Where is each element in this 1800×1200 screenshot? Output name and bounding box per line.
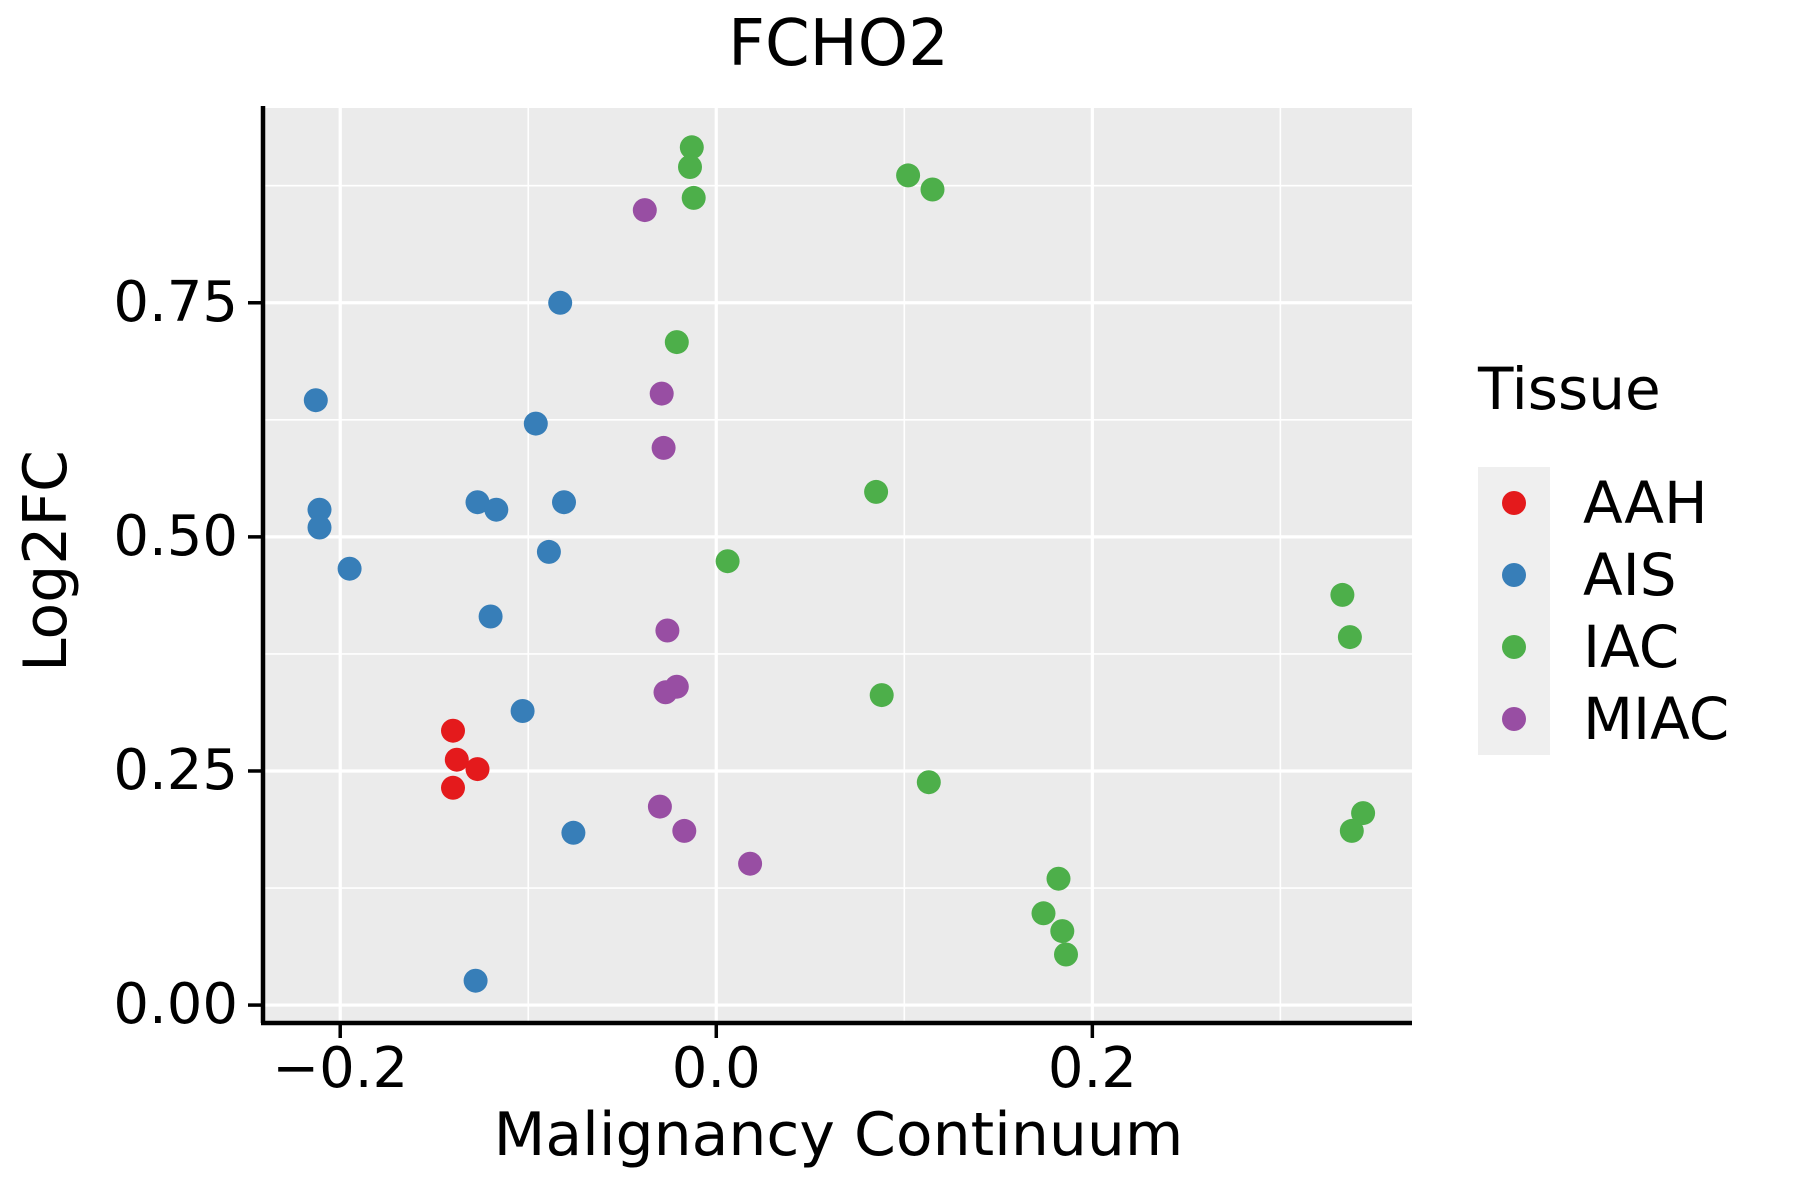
y-tick-label: 0.25 [113, 737, 238, 803]
data-point-IAC [920, 177, 945, 202]
data-point-MIAC [672, 818, 697, 843]
data-point-AAH [441, 718, 465, 743]
data-point-IAC [1330, 582, 1355, 607]
data-point-IAC [1339, 818, 1364, 843]
data-point-AIS [536, 539, 561, 564]
y-axis-title-text: Log2FC [11, 450, 81, 672]
data-point-AIS [307, 515, 332, 540]
legend-title: Tissue [1478, 355, 1661, 423]
data-point-MIAC [632, 198, 657, 223]
legend-dot-icon [1502, 635, 1526, 659]
data-point-IAC [664, 330, 689, 355]
legend-dot-icon [1502, 707, 1526, 731]
x-tick-label: 0.2 [1047, 1036, 1137, 1101]
data-point-MIAC [651, 435, 676, 460]
data-point-IAC [678, 155, 702, 179]
legend-key [1478, 611, 1550, 683]
data-point-AIS [510, 699, 535, 723]
data-point-AIS [548, 290, 573, 315]
data-point-AIS [561, 820, 586, 845]
legend-label: MIAC [1583, 685, 1730, 753]
legend-dot-icon [1502, 563, 1526, 587]
data-point-IAC [715, 549, 740, 574]
data-point-IAC [896, 163, 921, 188]
data-point-MIAC [738, 851, 763, 876]
data-point-AIS [484, 497, 509, 522]
legend: Tissue AAH AIS IAC MIAC [1478, 356, 1729, 755]
data-point-IAC [679, 135, 704, 160]
data-point-IAC [1046, 866, 1071, 891]
data-point-AIS [465, 490, 490, 515]
data-point-IAC [1337, 625, 1362, 650]
data-point-AIS [523, 411, 548, 436]
legend-entry-MIAC: MIAC [1478, 683, 1729, 755]
data-point-IAC [1054, 942, 1078, 967]
data-point-IAC [916, 770, 941, 795]
data-point-AIS [552, 490, 576, 515]
legend-key [1478, 683, 1550, 755]
data-point-AIS [307, 497, 332, 522]
data-point-AIS [303, 388, 328, 413]
data-point-MIAC [649, 381, 674, 406]
data-point-AIS [478, 604, 503, 629]
data-point-AIS [463, 968, 488, 993]
data-point-AAH [444, 747, 469, 772]
y-tick-label: 0.50 [113, 503, 238, 569]
data-point-IAC [1031, 901, 1056, 926]
legend-label: IAC [1583, 613, 1680, 681]
data-point-MIAC [655, 618, 680, 643]
data-point-AAH [441, 775, 465, 800]
legend-key [1478, 539, 1550, 611]
data-point-MIAC [664, 674, 689, 699]
panel-background [265, 108, 1412, 1021]
data-point-IAC [681, 185, 706, 210]
legend-entry-IAC: IAC [1478, 611, 1729, 683]
data-point-AIS [337, 556, 362, 581]
x-tick-label: 0.0 [671, 1036, 761, 1101]
legend-label: AAH [1583, 469, 1708, 537]
legend-dot-icon [1502, 491, 1526, 515]
data-point-IAC [869, 683, 894, 708]
chart-title: FCHO2 [728, 7, 949, 81]
x-axis-title: Malignancy Continuum [493, 1100, 1184, 1170]
x-tick-label: −0.2 [272, 1036, 409, 1101]
y-tick-label: 0.00 [113, 972, 238, 1038]
data-point-IAC [864, 479, 889, 504]
data-point-MIAC [647, 794, 672, 819]
data-point-IAC [1050, 919, 1075, 944]
legend-key [1478, 467, 1550, 539]
data-point-IAC [1351, 801, 1376, 826]
legend-entry-AAH: AAH [1478, 467, 1729, 539]
legend-entry-AIS: AIS [1478, 539, 1729, 611]
data-point-AAH [465, 757, 490, 782]
y-tick-label: 0.75 [113, 269, 238, 335]
legend-entries: AAH AIS IAC MIAC [1478, 467, 1729, 755]
legend-label: AIS [1583, 541, 1677, 609]
